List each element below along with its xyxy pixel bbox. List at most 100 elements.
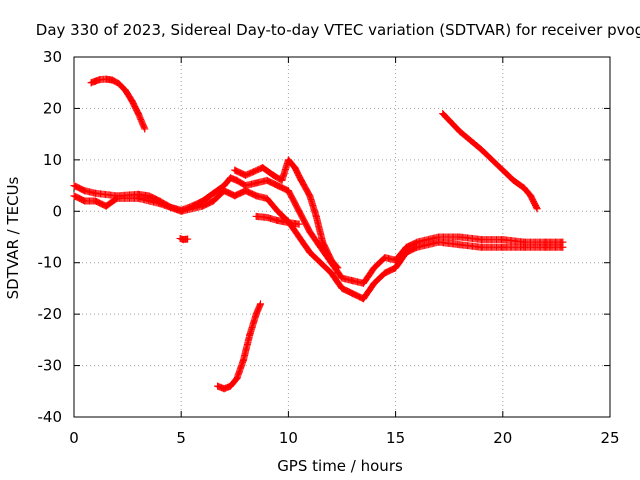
data-point xyxy=(233,374,241,382)
data-point xyxy=(542,243,550,251)
y-tick-label: 0 xyxy=(52,202,62,220)
data-point xyxy=(284,219,292,227)
data-point xyxy=(239,356,247,364)
data-point xyxy=(402,248,410,256)
data-point xyxy=(306,248,314,256)
data-point xyxy=(102,202,110,210)
data-point xyxy=(312,212,320,220)
data-point xyxy=(156,200,164,208)
axis-ticks xyxy=(73,56,611,418)
y-tick-label: -40 xyxy=(38,408,63,426)
x-tick-label: 5 xyxy=(176,429,186,447)
x-tick-labels: 0 5 10 15 20 25 xyxy=(69,429,619,447)
data-point xyxy=(87,79,95,87)
data-point xyxy=(269,171,277,179)
data-point xyxy=(274,182,282,190)
data-point xyxy=(359,279,367,287)
y-tick-label: -30 xyxy=(38,357,63,375)
data-point xyxy=(177,207,185,215)
data-point xyxy=(263,194,271,202)
data-point xyxy=(370,279,378,287)
data-point xyxy=(284,156,292,164)
data-point xyxy=(231,166,239,174)
data-point xyxy=(179,236,187,244)
data-point xyxy=(134,110,142,118)
data-point xyxy=(295,220,303,228)
data-point xyxy=(214,382,222,390)
data-point xyxy=(317,243,325,251)
grid-lines xyxy=(74,57,610,417)
data-point xyxy=(109,76,117,84)
data-point xyxy=(115,80,123,88)
data-point xyxy=(113,194,121,202)
data-point xyxy=(91,189,99,197)
data-point xyxy=(209,189,217,197)
data-point xyxy=(263,176,271,184)
series-main-band-upper xyxy=(70,174,567,287)
data-point xyxy=(141,125,149,133)
data-point xyxy=(456,241,464,249)
series-evening-branch xyxy=(231,156,342,272)
data-point xyxy=(257,300,265,308)
x-axis-label: GPS time / hours xyxy=(277,457,403,475)
data-point xyxy=(439,110,447,118)
data-point xyxy=(392,256,400,264)
data-point xyxy=(145,192,153,200)
y-tick-label: 20 xyxy=(43,99,62,117)
y-axis-label: SDTVAR / TECUs xyxy=(4,176,22,299)
data-point xyxy=(284,187,292,195)
data-point xyxy=(81,197,89,205)
chart-title: Day 330 of 2023, Sidereal Day-to-day VTE… xyxy=(36,21,640,39)
data-point xyxy=(297,176,305,184)
data-point xyxy=(70,182,78,190)
data-point xyxy=(91,77,99,85)
data-point xyxy=(499,236,507,244)
data-point xyxy=(291,164,299,172)
data-point xyxy=(220,385,228,393)
series-morning-arc xyxy=(87,75,149,133)
x-tick-label: 20 xyxy=(493,429,512,447)
data-point xyxy=(477,243,485,251)
series-small-blip xyxy=(176,235,192,244)
data-point xyxy=(456,233,464,241)
series-dawn-descent xyxy=(252,212,303,228)
data-point xyxy=(349,277,357,285)
data-point xyxy=(263,213,271,221)
data-point xyxy=(334,264,342,272)
series-deep-rise xyxy=(214,300,265,393)
data-series xyxy=(70,75,567,393)
data-point xyxy=(295,233,303,241)
data-point xyxy=(128,97,136,105)
data-point xyxy=(295,207,303,215)
data-point xyxy=(231,192,239,200)
data-point xyxy=(278,176,286,184)
data-point xyxy=(349,290,357,298)
data-point xyxy=(477,236,485,244)
data-point xyxy=(413,243,421,251)
data-point xyxy=(252,192,260,200)
x-tick-label: 10 xyxy=(279,429,298,447)
data-point xyxy=(327,256,335,264)
data-point xyxy=(274,207,282,215)
y-tick-label: 10 xyxy=(43,151,62,169)
data-point xyxy=(176,235,184,243)
series-markers xyxy=(70,174,567,287)
data-point xyxy=(359,295,367,303)
data-point xyxy=(220,187,228,195)
data-point xyxy=(477,146,485,154)
data-point xyxy=(327,269,335,277)
data-point xyxy=(510,176,518,184)
data-point xyxy=(70,192,78,200)
series-late-descent xyxy=(439,110,541,213)
y-tick-label: 30 xyxy=(43,48,62,66)
data-point xyxy=(520,184,528,192)
data-point xyxy=(527,192,535,200)
data-point xyxy=(306,192,314,200)
data-point xyxy=(533,205,541,213)
data-point xyxy=(499,243,507,251)
data-point xyxy=(392,264,400,272)
data-point xyxy=(319,238,327,246)
data-point xyxy=(134,194,142,202)
data-point xyxy=(121,86,129,94)
data-point xyxy=(306,228,314,236)
